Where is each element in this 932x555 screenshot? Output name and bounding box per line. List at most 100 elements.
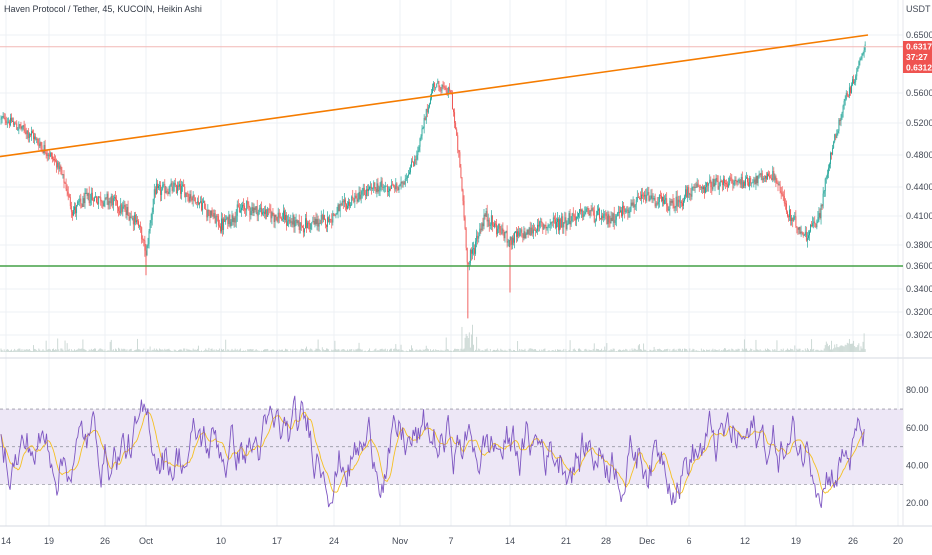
volume-bar-137 <box>144 351 146 352</box>
candle-body-560 <box>588 214 590 216</box>
volume-bar-140 <box>147 348 149 352</box>
volume-bar-777 <box>816 349 818 352</box>
candle-body-165 <box>173 182 175 187</box>
volume-bar-736 <box>773 350 775 352</box>
volume-bar-102 <box>107 350 109 352</box>
candle-body-473 <box>497 228 499 235</box>
volume-bar-161 <box>169 349 171 352</box>
candle-body-789 <box>829 164 830 168</box>
candle-body-675 <box>709 179 711 184</box>
volume-bar-444 <box>466 335 468 352</box>
volume-bar-108 <box>113 350 115 352</box>
volume-bar-551 <box>579 348 580 352</box>
volume-bar-241 <box>253 351 255 352</box>
volume-bar-534 <box>561 350 563 352</box>
volume-bar-514 <box>540 350 542 352</box>
volume-bar-431 <box>453 350 454 352</box>
volume-bar-244 <box>256 350 258 352</box>
volume-bar-129 <box>136 349 137 352</box>
candle-body-631 <box>663 196 664 204</box>
volume-bar-663 <box>696 350 698 352</box>
candle-body-38 <box>40 142 42 146</box>
volume-bar-559 <box>587 351 589 352</box>
candle-body-82 <box>86 192 88 196</box>
volume-bar-637 <box>669 349 671 352</box>
candle-body-476 <box>500 232 502 234</box>
volume-bar-132 <box>139 349 141 352</box>
volume-bar-67 <box>70 349 72 352</box>
volume-bar-541 <box>568 349 570 352</box>
candle-body-538 <box>565 217 567 230</box>
candle-body-498 <box>523 231 525 239</box>
candle-body-232 <box>244 205 246 210</box>
candle-body-308 <box>323 215 325 220</box>
candle-body-645 <box>677 199 679 207</box>
volume-bar-350 <box>368 350 369 352</box>
candle-body-534 <box>561 216 563 228</box>
volume-bar-199 <box>209 350 211 352</box>
volume-bar-204 <box>214 350 216 352</box>
candle-body-279 <box>293 215 295 227</box>
volume-bar-315 <box>331 349 333 352</box>
volume-bar-700 <box>735 349 737 352</box>
candle-body-782 <box>821 205 823 207</box>
volume-bar-588 <box>617 349 619 352</box>
volume-bar-399 <box>419 349 421 352</box>
candle-body-128 <box>134 214 136 223</box>
candle-body-701 <box>736 181 738 183</box>
volume-bar-164 <box>172 351 174 352</box>
volume-bar-307 <box>322 349 324 352</box>
volume-bar-111 <box>117 351 118 352</box>
volume-bar-45 <box>47 349 49 352</box>
volume-bar-771 <box>810 349 811 352</box>
candle-body-695 <box>730 177 732 179</box>
candle-body-251 <box>264 211 265 215</box>
candle-body-216 <box>227 217 229 224</box>
candle-body-433 <box>455 122 457 130</box>
candle-body-518 <box>544 224 546 226</box>
volume-bar-401 <box>421 351 423 352</box>
candle-body-490 <box>515 231 516 233</box>
volume-bar-531 <box>558 349 559 352</box>
volume-bar-416 <box>437 350 439 352</box>
candle-body-21 <box>22 125 24 127</box>
volume-bar-675 <box>709 349 711 352</box>
candle-body-302 <box>317 219 319 227</box>
candle-body-628 <box>659 194 661 196</box>
candle-body-582 <box>611 217 613 221</box>
volume-bar-403 <box>423 350 425 352</box>
candle-body-464 <box>487 219 489 222</box>
candle-body-572 <box>601 215 603 220</box>
candle-body-35 <box>37 139 39 144</box>
volume-bar-404 <box>424 349 426 352</box>
candle-body-411 <box>432 87 433 93</box>
candle-body-20 <box>21 126 23 129</box>
candle-body-17 <box>18 124 20 130</box>
volume-bar-790 <box>830 349 831 352</box>
candle-body-750 <box>788 216 789 218</box>
volume-bar-468 <box>491 350 493 352</box>
volume-bar-263 <box>276 349 278 352</box>
volume-bar-212 <box>223 349 225 352</box>
volume-bar-470 <box>494 349 495 352</box>
candle-body-378 <box>397 187 399 191</box>
countdown-text: 37:27 <box>906 52 928 62</box>
candle-body-290 <box>305 218 306 229</box>
candle-body-9 <box>10 117 11 126</box>
volume-bar-606 <box>636 349 638 352</box>
candle-body-27 <box>28 133 30 139</box>
candle-body-578 <box>607 214 609 225</box>
volume-bar-85 <box>89 350 91 352</box>
volume-bar-448 <box>470 334 472 352</box>
volume-bar-794 <box>834 344 836 352</box>
volume-bar-329 <box>346 350 347 352</box>
candle-body-808 <box>848 87 850 97</box>
candle-body-42 <box>44 145 46 153</box>
candle-body-815 <box>856 71 858 77</box>
candle-body-154 <box>162 184 164 190</box>
candle-body-275 <box>289 219 291 223</box>
candle-body-191 <box>201 201 202 211</box>
price-tick-10: 0.3020 <box>906 330 932 340</box>
